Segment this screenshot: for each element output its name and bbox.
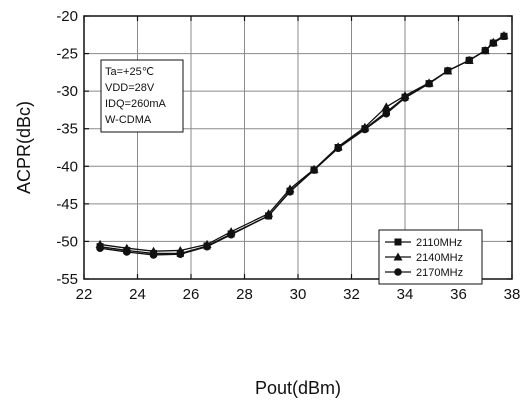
x-tick-label: 28 [236,286,253,303]
y-tick-label: -55 [56,271,78,288]
data-point [361,125,369,134]
data-point [401,94,409,102]
legend-label: 2140MHz [416,252,463,264]
tick-labels: 22 24 26 28 30 32 34 36 38 -20 -25 -30 -35 -40 -45 -50 -… [56,8,520,303]
condition-text: VDD=28V [105,82,155,94]
axis-ticks [83,15,513,280]
legend-marker [394,238,402,246]
data-point [500,32,508,41]
data-point [96,244,104,252]
x-tick-label: 26 [183,286,200,303]
data-point [264,212,273,220]
legend-item: 2140MHz [385,252,463,264]
condition-text: Ta=+25℃ [105,66,154,78]
data-point [286,188,294,196]
x-tick-label: 32 [343,286,360,303]
legend-item: 2110MHz [385,237,462,249]
data-point [489,39,498,47]
y-tick-label: -50 [56,233,78,250]
y-tick-label: -40 [56,158,78,175]
series-layer [95,31,509,259]
data-point [123,248,131,256]
series-2170MHz [96,32,508,259]
x-tick-label: 38 [504,286,521,303]
y-tick-label: -25 [56,46,78,63]
x-tick-label: 34 [397,286,414,303]
data-point [334,144,342,153]
conditions-box: Ta=+25℃ VDD=28V IDQ=260mA W-CDMA [100,59,184,133]
legend: 2110MHz 2140MHz 2170MHz [378,229,483,285]
data-point [203,242,211,251]
y-tick-label: -45 [56,196,78,213]
data-point [465,56,474,65]
x-axis-label: Pout(dBm) [255,378,341,398]
x-tick-label: 30 [290,286,307,303]
condition-text: IDQ=260mA [105,98,166,110]
legend-marker [394,268,402,276]
y-tick-label: -30 [56,83,78,100]
data-point [176,250,185,259]
y-tick-label: -35 [56,121,78,138]
conditions-frame [100,59,184,133]
y-axis-label: ACPR(dBc) [14,101,34,194]
data-point [425,79,433,88]
data-point [227,230,235,239]
data-point [382,109,391,118]
x-tick-label: 36 [450,286,467,303]
data-point [149,251,158,259]
legend-item: 2170MHz [385,267,463,279]
legend-label: 2110MHz [416,237,462,249]
data-point [310,166,318,174]
legend-marker [393,252,403,261]
legend-label: 2170MHz [416,267,463,279]
x-tick-label: 24 [129,286,146,303]
condition-text: W-CDMA [105,114,152,126]
data-point [444,67,452,75]
y-tick-label: -20 [56,8,78,25]
x-tick-label: 22 [76,286,93,303]
data-point [481,46,490,55]
data-point [381,102,391,111]
